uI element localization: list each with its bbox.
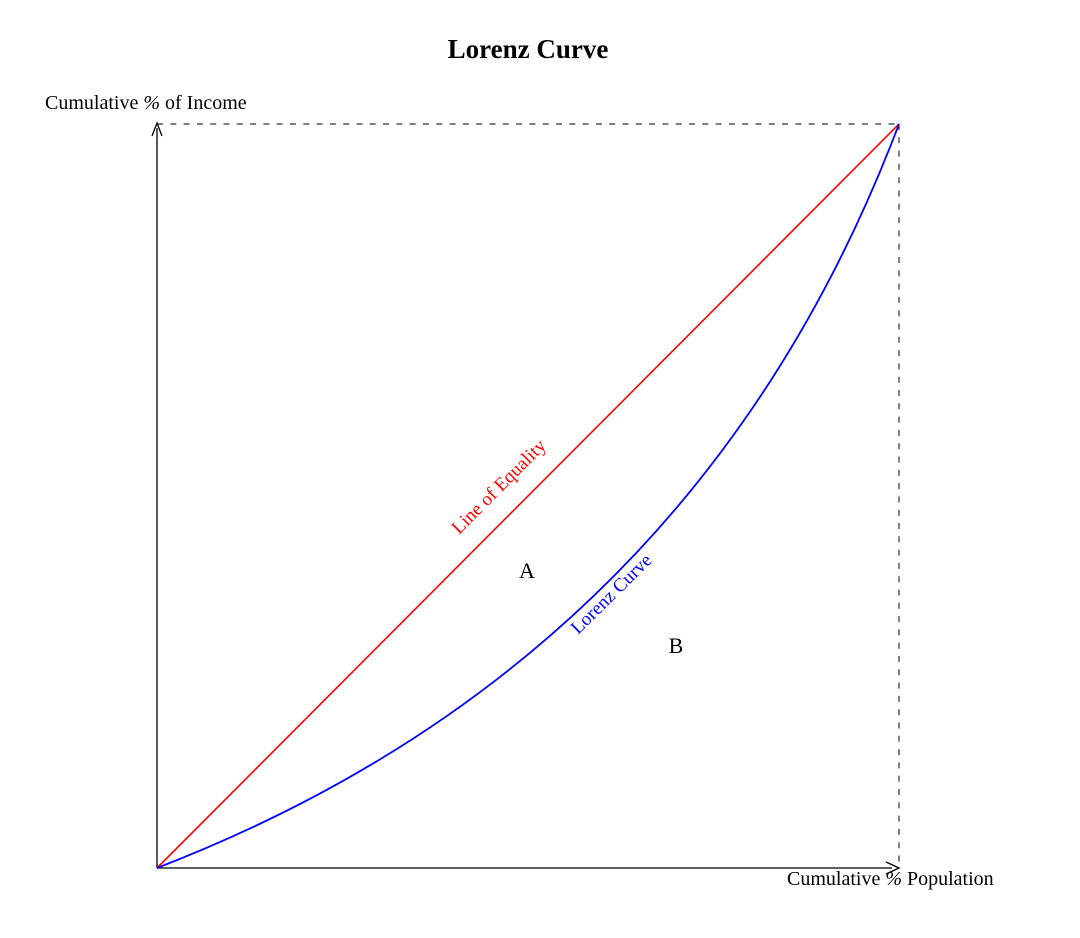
svg-text:Lorenz Curve: Lorenz Curve xyxy=(567,550,657,639)
svg-text:B: B xyxy=(669,633,684,658)
svg-text:A: A xyxy=(519,558,535,583)
svg-text:Line of Equality: Line of Equality xyxy=(448,435,551,538)
